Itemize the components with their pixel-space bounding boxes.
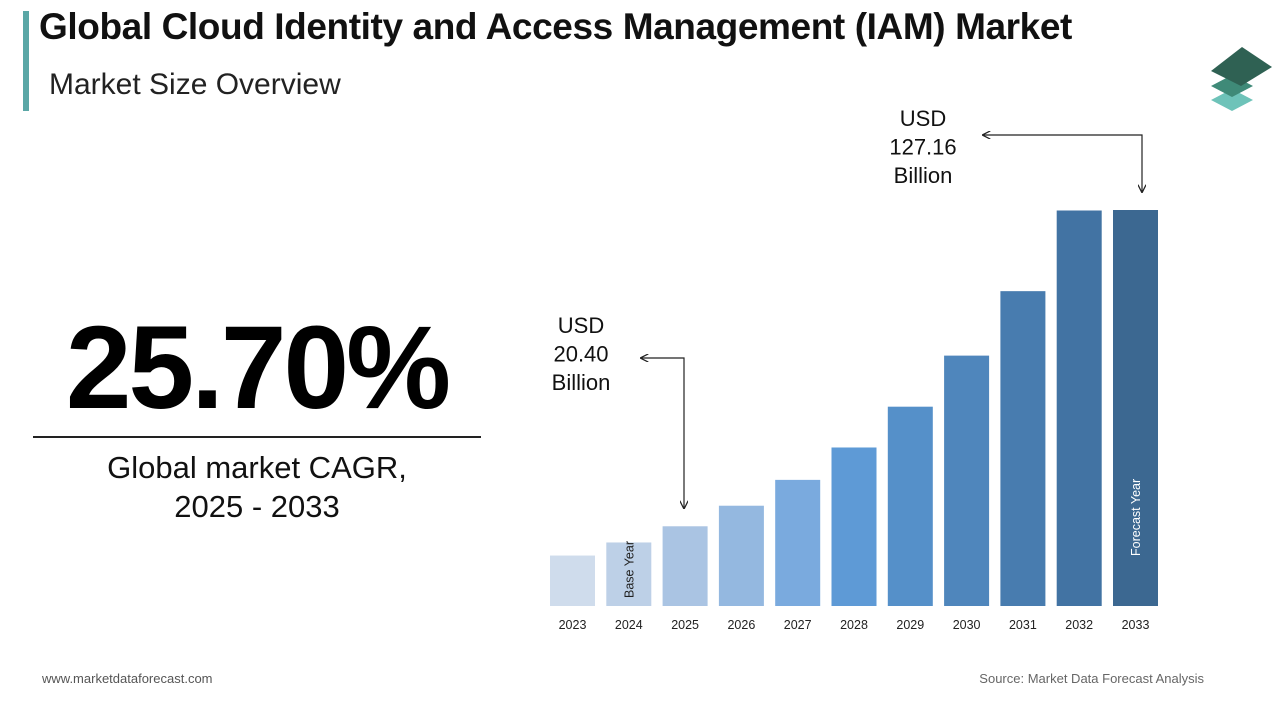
x-tick-label-2024: 2024 [615,618,643,632]
footer-source: Source: Market Data Forecast Analysis [979,671,1204,686]
cagr-label-line1: Global market CAGR, [107,450,407,485]
bar-label-2024: Base Year [622,541,636,598]
logo-layer-top [1211,47,1272,86]
cagr-label: Global market CAGR, 2025 - 2033 [33,448,481,526]
annotation-arrow-2025 [641,358,684,508]
bar-2031 [1000,291,1046,606]
stacked-layers-icon [1211,47,1272,111]
bar-2025 [662,526,708,606]
bar-2028 [831,447,877,606]
bar-2024 [606,542,652,606]
bar-2026 [718,505,764,606]
x-tick-label-2026: 2026 [727,618,755,632]
bar-2030 [944,355,990,606]
bar-2023 [550,555,595,606]
x-tick-label-2031: 2031 [1009,618,1037,632]
footer-website: www.marketdataforecast.com [42,671,213,686]
x-tick-label-2032: 2032 [1065,618,1093,632]
bar-2032 [1056,210,1102,606]
cagr-divider [33,436,481,438]
x-tick-label-2025: 2025 [671,618,699,632]
x-tick-label-2027: 2027 [784,618,812,632]
x-tick-label-2033: 2033 [1122,618,1150,632]
annotation-2033-line-1: USD [900,106,946,131]
annotation-2025-line-2: 20.40 [553,342,608,367]
cagr-label-line2: 2025 - 2033 [174,489,340,524]
annotation-2025-line-3: Billion [552,370,611,395]
page-title: Global Cloud Identity and Access Managem… [39,6,1072,47]
bar-2027 [775,479,821,606]
bar-2033 [1113,210,1158,606]
annotation-2025-line-1: USD [558,313,604,338]
page-subtitle: Market Size Overview [49,68,341,101]
annotation-arrow-2033 [983,135,1142,192]
annotation-2033-line-2: 127.16 [889,135,956,160]
bar-label-2033: Forecast Year [1129,479,1143,556]
x-tick-label-2030: 2030 [953,618,981,632]
x-tick-label-2028: 2028 [840,618,868,632]
bar-2029 [887,406,933,606]
x-tick-label-2023: 2023 [559,618,587,632]
annotation-2033-line-3: Billion [894,163,953,188]
cagr-value: 25.70% [65,302,451,434]
logo-layer-bottom [1211,89,1253,111]
x-tick-label-2029: 2029 [896,618,924,632]
title-accent-bar [23,11,29,111]
